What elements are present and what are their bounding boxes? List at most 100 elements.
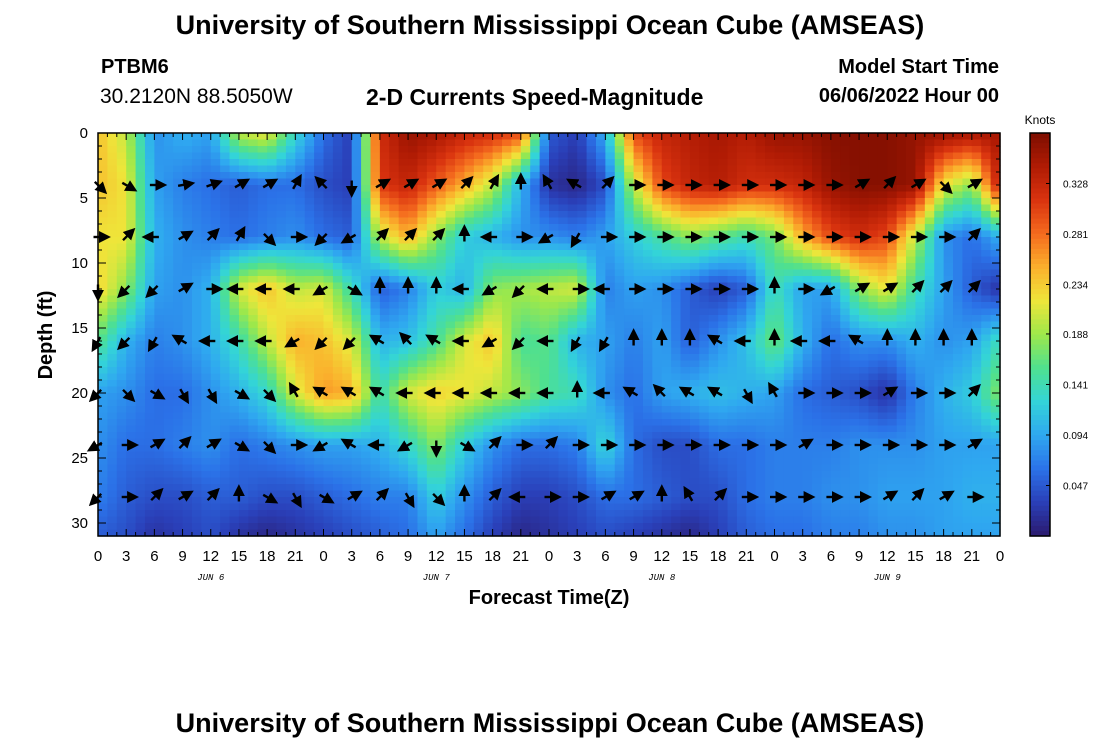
heatmap-cell bbox=[783, 133, 794, 141]
heatmap-cell bbox=[511, 139, 522, 147]
heatmap-cell bbox=[379, 172, 390, 180]
heatmap-cell bbox=[990, 367, 1001, 375]
heatmap-cell bbox=[455, 458, 466, 466]
heatmap-cell bbox=[990, 217, 1001, 225]
heatmap-cell bbox=[661, 243, 672, 251]
heatmap-cell bbox=[605, 315, 616, 323]
heatmap-cell bbox=[774, 295, 785, 303]
heatmap-cell bbox=[915, 263, 926, 271]
heatmap-cell bbox=[248, 425, 259, 433]
heatmap-cell bbox=[727, 380, 738, 388]
heatmap-cell bbox=[859, 373, 870, 381]
heatmap-cell bbox=[718, 380, 729, 388]
heatmap-cell bbox=[492, 204, 503, 212]
heatmap-cell bbox=[408, 419, 419, 427]
heatmap-cell bbox=[605, 451, 616, 459]
heatmap-cell bbox=[398, 211, 409, 219]
heatmap-cell bbox=[182, 315, 193, 323]
heatmap-cell bbox=[605, 191, 616, 199]
heatmap-cell bbox=[849, 354, 860, 362]
heatmap-cell bbox=[351, 367, 362, 375]
heatmap-cell bbox=[661, 146, 672, 154]
heatmap-cell bbox=[943, 321, 954, 329]
heatmap-cell bbox=[361, 165, 372, 173]
heatmap-cell bbox=[229, 399, 240, 407]
heatmap-cell bbox=[652, 159, 663, 167]
heatmap-cell bbox=[361, 237, 372, 245]
heatmap-cell bbox=[267, 360, 278, 368]
heatmap-cell bbox=[191, 211, 202, 219]
heatmap-cell bbox=[586, 425, 597, 433]
heatmap-cell bbox=[924, 367, 935, 375]
heatmap-cell bbox=[934, 367, 945, 375]
heatmap-cell bbox=[539, 159, 550, 167]
heatmap-cell bbox=[502, 360, 513, 368]
heatmap-cell bbox=[98, 451, 108, 459]
heatmap-cell bbox=[549, 250, 559, 258]
heatmap-cell bbox=[107, 211, 118, 219]
heatmap-cell bbox=[201, 380, 212, 388]
heatmap-cell bbox=[652, 393, 663, 401]
heatmap-cell bbox=[652, 412, 663, 420]
heatmap-cell bbox=[332, 354, 343, 362]
heatmap-cell bbox=[793, 367, 804, 375]
heatmap-cell bbox=[98, 224, 108, 232]
heatmap-cell bbox=[379, 302, 390, 310]
heatmap-cell bbox=[821, 425, 832, 433]
heatmap-cell bbox=[859, 269, 870, 277]
heatmap-cell bbox=[586, 302, 597, 310]
heatmap-cell bbox=[699, 308, 710, 316]
heatmap-cell bbox=[783, 146, 794, 154]
heatmap-cell bbox=[887, 172, 898, 180]
heatmap-cell bbox=[840, 354, 851, 362]
heatmap-cell bbox=[426, 341, 437, 349]
heatmap-cell bbox=[351, 445, 362, 453]
heatmap-cell bbox=[868, 178, 879, 186]
heatmap-cell bbox=[699, 230, 710, 238]
heatmap-cell bbox=[455, 308, 466, 316]
heatmap-cell bbox=[492, 237, 503, 245]
heatmap-cell bbox=[473, 380, 484, 388]
heatmap-cell bbox=[248, 295, 259, 303]
heatmap-cell bbox=[126, 412, 137, 420]
heatmap-cell bbox=[483, 328, 494, 336]
heatmap-cell bbox=[455, 328, 466, 336]
heatmap-cell bbox=[417, 393, 428, 401]
heatmap-cell bbox=[116, 165, 127, 173]
heatmap-cell bbox=[793, 159, 804, 167]
heatmap-cell bbox=[577, 165, 588, 173]
heatmap-cell bbox=[755, 451, 766, 459]
heatmap-cell bbox=[238, 302, 249, 310]
heatmap-cell bbox=[727, 191, 738, 199]
heatmap-cell bbox=[971, 146, 982, 154]
heatmap-cell bbox=[671, 282, 682, 290]
heatmap-cell bbox=[642, 185, 653, 193]
heatmap-cell bbox=[605, 334, 616, 342]
heatmap-cell bbox=[671, 178, 682, 186]
heatmap-cell bbox=[708, 172, 719, 180]
heatmap-cell bbox=[849, 159, 860, 167]
heatmap-cell bbox=[783, 276, 794, 284]
heatmap-cell bbox=[699, 393, 710, 401]
heatmap-cell bbox=[671, 198, 682, 206]
heatmap-cell bbox=[276, 204, 287, 212]
heatmap-cell bbox=[126, 256, 137, 264]
heatmap-cell bbox=[558, 224, 569, 232]
heatmap-cell bbox=[868, 282, 879, 290]
heatmap-cell bbox=[238, 458, 249, 466]
heatmap-cell bbox=[577, 159, 588, 167]
heatmap-cell bbox=[257, 172, 268, 180]
heatmap-cell bbox=[849, 321, 860, 329]
heatmap-cell bbox=[342, 295, 353, 303]
heatmap-cell bbox=[126, 224, 137, 232]
heatmap-cell bbox=[859, 204, 870, 212]
heatmap-cell bbox=[586, 191, 597, 199]
heatmap-cell bbox=[887, 425, 898, 433]
heatmap-cell bbox=[163, 191, 174, 199]
heatmap-cell bbox=[821, 321, 832, 329]
heatmap-cell bbox=[408, 302, 419, 310]
heatmap-cell bbox=[107, 451, 118, 459]
heatmap-cell bbox=[220, 191, 231, 199]
heatmap-cell bbox=[877, 302, 888, 310]
heatmap-cell bbox=[567, 243, 578, 251]
